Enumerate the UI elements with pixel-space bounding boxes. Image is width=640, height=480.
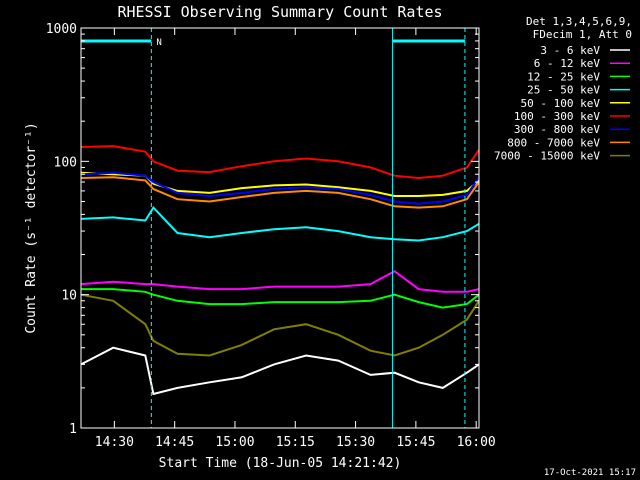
series-line-25-50kev <box>80 205 480 242</box>
flag-label: N <box>156 38 161 48</box>
series-line-3-6kev <box>80 346 480 396</box>
series-line-7000-15000kev <box>80 293 480 357</box>
x-tick-label: 14:45 <box>155 435 194 450</box>
legend-entry-label: 100 - 300 keV <box>514 110 600 123</box>
legend-entry-label: 25 - 50 keV <box>527 84 600 97</box>
x-tick-label: 15:00 <box>215 435 254 450</box>
series-line-100-300kev <box>80 145 480 180</box>
chart-title: RHESSI Observing Summary Count Rates <box>117 3 442 21</box>
series-line-800-7000kev <box>80 176 480 209</box>
plot-frame <box>80 27 480 429</box>
y-tick-label: 1000 <box>46 22 77 37</box>
y-tick-label: 1 <box>69 422 77 437</box>
legend-entry-label: 6 - 12 keV <box>534 57 601 70</box>
legend-entry-label: 3 - 6 keV <box>540 44 600 57</box>
flag-layer: N <box>81 28 466 428</box>
x-axis: 14:30 14:45 15:00 15:15 15:30 15:45 16:00 <box>95 28 496 450</box>
x-tick-label: 14:30 <box>95 435 134 450</box>
x-tick-label: 15:45 <box>396 435 435 450</box>
x-tick-label: 15:30 <box>336 435 375 450</box>
legend-entry-label: 300 - 800 keV <box>514 123 600 136</box>
legend-entry-label: 7000 - 15000 keV <box>494 150 600 163</box>
series-line-300-800kev <box>80 171 480 205</box>
x-tick-label: 15:15 <box>276 435 315 450</box>
legend: Det 1,3,4,5,6,9, FDecim 1, Att 0 3 - 6 k… <box>494 15 632 163</box>
legend-header-line-1: Det 1,3,4,5,6,9, <box>526 15 632 28</box>
y-axis-label: Count Rate (s⁻¹ detector⁻¹) <box>24 122 39 333</box>
generation-timestamp: 17-Oct-2021 15:17 <box>544 468 636 478</box>
legend-entry-label: 12 - 25 keV <box>527 70 600 83</box>
legend-header-line-2: FDecim 1, Att 0 <box>533 28 632 41</box>
legend-entry-label: 800 - 7000 keV <box>507 136 600 149</box>
series-line-6-12kev <box>80 270 480 293</box>
y-tick-label: 100 <box>54 155 77 170</box>
plot-series-layer <box>80 145 480 396</box>
legend-entry-label: 50 - 100 keV <box>521 97 601 110</box>
y-tick-label: 10 <box>61 289 77 304</box>
x-tick-label: 16:00 <box>457 435 496 450</box>
y-axis: 1 10 100 1000 <box>46 22 479 437</box>
series-line-12-25kev <box>81 288 480 309</box>
x-axis-label: Start Time (18-Jun-05 14:21:42) <box>159 456 402 471</box>
